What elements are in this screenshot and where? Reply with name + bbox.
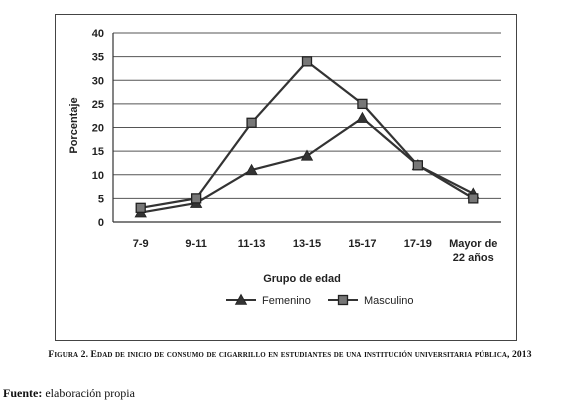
point-masculino [301, 56, 313, 67]
source-label: Fuente: [3, 386, 43, 400]
chart-frame: 0 5 10 15 20 25 30 35 40 7-9 9-11 11-13 13-15 15-17 17… [55, 14, 517, 341]
point-masculino [135, 202, 146, 213]
x-tick-label: Mayor de 22 años [449, 238, 497, 264]
point-femenino [245, 163, 258, 175]
point-masculino [412, 160, 424, 171]
x-tick-label: 17-19 [404, 238, 432, 250]
x-tick-label: 15-17 [348, 238, 376, 250]
x-tick-label: 9-11 [185, 238, 206, 250]
point-masculino [357, 98, 368, 110]
y-tick-label: 30 [92, 75, 104, 87]
y-tick-label: 0 [98, 217, 104, 229]
x-tick-label: 7-9 [133, 238, 149, 250]
point-femenino [356, 111, 369, 123]
y-tick-label: 15 [92, 146, 104, 158]
figure-caption: Figura 2. Edad de inicio de consumo de c… [48, 349, 532, 360]
y-tick-label: 10 [92, 170, 104, 182]
x-axis-title: Grupo de edad [263, 273, 341, 285]
y-tick-label: 25 [92, 99, 104, 111]
y-tick-label: 35 [92, 52, 104, 64]
point-masculino [246, 117, 257, 128]
source-text: elaboración propia [45, 386, 135, 400]
legend-label-masculino: Masculino [364, 295, 414, 307]
point-femenino [300, 149, 314, 161]
source-note: Fuente: elaboración propia [3, 386, 135, 401]
y-tick-label: 20 [92, 123, 104, 135]
point-masculino [190, 193, 202, 204]
legend-label-femenino: Femenino [262, 295, 311, 307]
series-line-masculino [140, 60, 474, 209]
x-tick-label: 11-13 [238, 238, 266, 250]
line-chart: 0 5 10 15 20 25 30 35 40 7-9 9-11 11-13 13-15 15-17 17… [68, 28, 501, 307]
legend-marker-femenino [234, 293, 248, 305]
x-tick-label: 13-15 [293, 238, 321, 250]
y-tick-label: 5 [98, 193, 104, 205]
legend-marker-masculino [337, 294, 349, 306]
y-axis-title: Porcentaje [68, 97, 80, 153]
point-masculino [468, 193, 479, 204]
y-tick-label: 40 [92, 28, 104, 40]
